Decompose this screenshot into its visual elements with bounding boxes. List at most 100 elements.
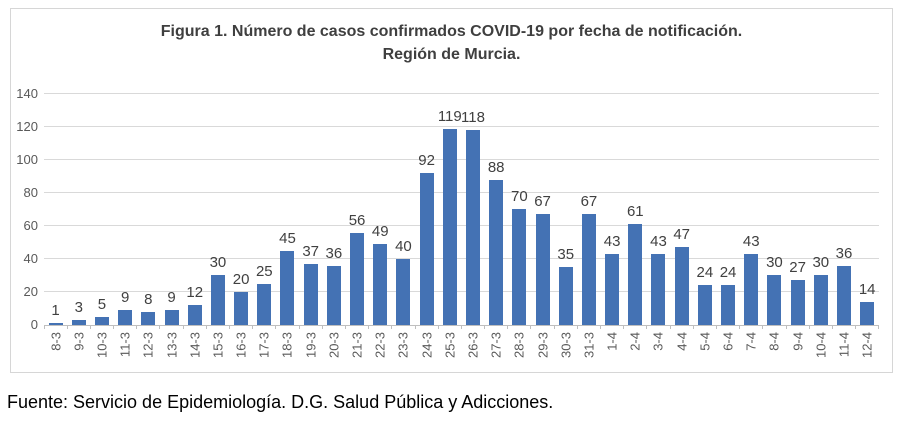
- y-tick-label: 80: [23, 185, 38, 200]
- x-tick-label: 8-4: [766, 332, 782, 351]
- x-tick-label: 17-3: [256, 332, 272, 359]
- bar-value-label: 24: [696, 264, 714, 281]
- plot-area: 0 20 40 60 80 100 120 140 1 8-3 3 9-3 5 10-3 9 11-3 8 12…: [16, 87, 880, 358]
- gridline: [44, 159, 879, 160]
- bar: [581, 214, 596, 325]
- bar-group: 40 23-3: [392, 94, 416, 358]
- bar: [813, 275, 828, 325]
- bar: [744, 254, 759, 325]
- bar-value-label: 30: [812, 254, 830, 271]
- bar-value-label: 40: [395, 238, 412, 255]
- bar: [187, 305, 202, 325]
- x-tick-label: 1-4: [604, 332, 620, 351]
- bar-value-label: 61: [626, 203, 644, 220]
- bar: [836, 266, 851, 325]
- bar-group: 9 13-3: [160, 94, 184, 358]
- bar-value-label: 70: [511, 188, 528, 205]
- bar-value-label: 49: [371, 223, 389, 240]
- y-tick-label: 20: [23, 284, 38, 299]
- bar-group: 36 11-4: [832, 94, 857, 357]
- y-tick-label: 100: [16, 152, 38, 167]
- bar-group: 3 9-3: [67, 94, 92, 351]
- bar-value-label: 119: [437, 108, 462, 125]
- bar: [767, 275, 782, 325]
- x-tick-label: 2-4: [627, 332, 643, 351]
- bar: [164, 310, 179, 325]
- bar-value-label: 30: [766, 254, 783, 271]
- x-tick-label: 21-3: [349, 332, 365, 359]
- bar-value-label: 43: [603, 233, 621, 250]
- x-tick-label: 26-3: [465, 332, 481, 359]
- y-tick-label: 140: [16, 86, 38, 101]
- bar-value-label: 5: [97, 296, 107, 313]
- gridline: [44, 258, 879, 259]
- bar-group: 30 15-3: [206, 94, 231, 358]
- bar-value-label: 36: [835, 245, 853, 262]
- gridline: [44, 291, 879, 292]
- gridline: [44, 192, 879, 193]
- y-tick-label: 40: [23, 251, 38, 266]
- bar-value-label: 37: [302, 243, 319, 260]
- bar: [628, 224, 643, 325]
- bar-group: 20 16-3: [230, 94, 254, 358]
- bar: [71, 320, 86, 325]
- x-tick-label: 24-3: [419, 332, 435, 359]
- x-tick-label: 22-3: [372, 332, 388, 359]
- bar: [721, 285, 736, 325]
- bar-value-label: 3: [74, 299, 83, 316]
- bar: [605, 254, 620, 325]
- bar: [326, 266, 341, 325]
- y-axis: 0 20 40 60 80 100 120 140: [6, 87, 38, 332]
- chart-title: Figura 1. Número de casos confirmados CO…: [11, 20, 892, 66]
- bar-group: 1 8-3: [43, 94, 68, 351]
- bar-value-label: 92: [418, 152, 435, 169]
- bar-value-label: 12: [186, 284, 204, 301]
- x-tick-label: 18-3: [279, 332, 295, 359]
- bar-group: 30 10-4: [809, 94, 834, 358]
- bar-group: 30 8-4: [763, 94, 787, 351]
- bar-value-label: 9: [167, 289, 176, 306]
- source-note: Fuente: Servicio de Epidemiología. D.G. …: [7, 392, 554, 412]
- bar-group: 24 5-4: [693, 94, 718, 351]
- bar-group: 43 7-4: [740, 94, 764, 351]
- x-tick-label: 12-3: [140, 332, 156, 359]
- x-tick-label: 3-4: [650, 332, 666, 351]
- bar-group: 37 19-3: [299, 94, 323, 358]
- bars-container: 1 8-3 3 9-3 5 10-3 9 11-3 8 12-3 9 13-3 12 14-3 30 15-3…: [43, 94, 880, 358]
- x-tick-label: 4-4: [674, 332, 690, 351]
- bar-value-label: 36: [325, 245, 343, 262]
- y-tick-label: 60: [23, 218, 38, 233]
- bar: [280, 251, 295, 325]
- bar-group: 5 10-3: [90, 94, 115, 358]
- bar: [419, 173, 434, 325]
- bar-value-label: 14: [858, 281, 876, 298]
- bar-value-label: 67: [580, 193, 598, 210]
- bar-group: 47 4-4: [670, 94, 694, 351]
- x-tick-label: 8-3: [48, 332, 64, 351]
- bar-group: 27 9-4: [786, 94, 810, 351]
- bar-group: 49 22-3: [369, 94, 393, 358]
- x-tick-label: 11-4: [836, 332, 852, 358]
- bar: [234, 292, 249, 325]
- chart-title-line1: Figura 1. Número de casos confirmados CO…: [160, 23, 743, 40]
- x-tick-label: 25-3: [442, 332, 458, 359]
- x-tick-label: 23-3: [395, 332, 411, 359]
- bar-value-label: 118: [461, 109, 485, 126]
- bar-value-label: 56: [348, 212, 366, 229]
- bar-group: 67 29-3: [531, 94, 555, 358]
- x-tick-label: 30-3: [558, 332, 574, 359]
- bar-group: 61 2-4: [624, 94, 648, 351]
- bar-value-label: 45: [279, 230, 296, 247]
- gridline: [44, 93, 879, 94]
- chart-title-line2: Región de Murcia.: [382, 46, 521, 64]
- x-tick-label: 9-4: [790, 332, 806, 351]
- bar: [118, 310, 133, 325]
- x-tick-label: 28-3: [511, 332, 527, 359]
- x-tick-label: 27-3: [488, 332, 504, 359]
- bar-group: 119 25-3: [437, 94, 463, 358]
- bar: [94, 317, 109, 325]
- gridlines: [44, 93, 879, 325]
- x-tick-label: 5-4: [697, 332, 713, 351]
- bar-value-label: 9: [120, 289, 130, 306]
- bar: [651, 254, 666, 325]
